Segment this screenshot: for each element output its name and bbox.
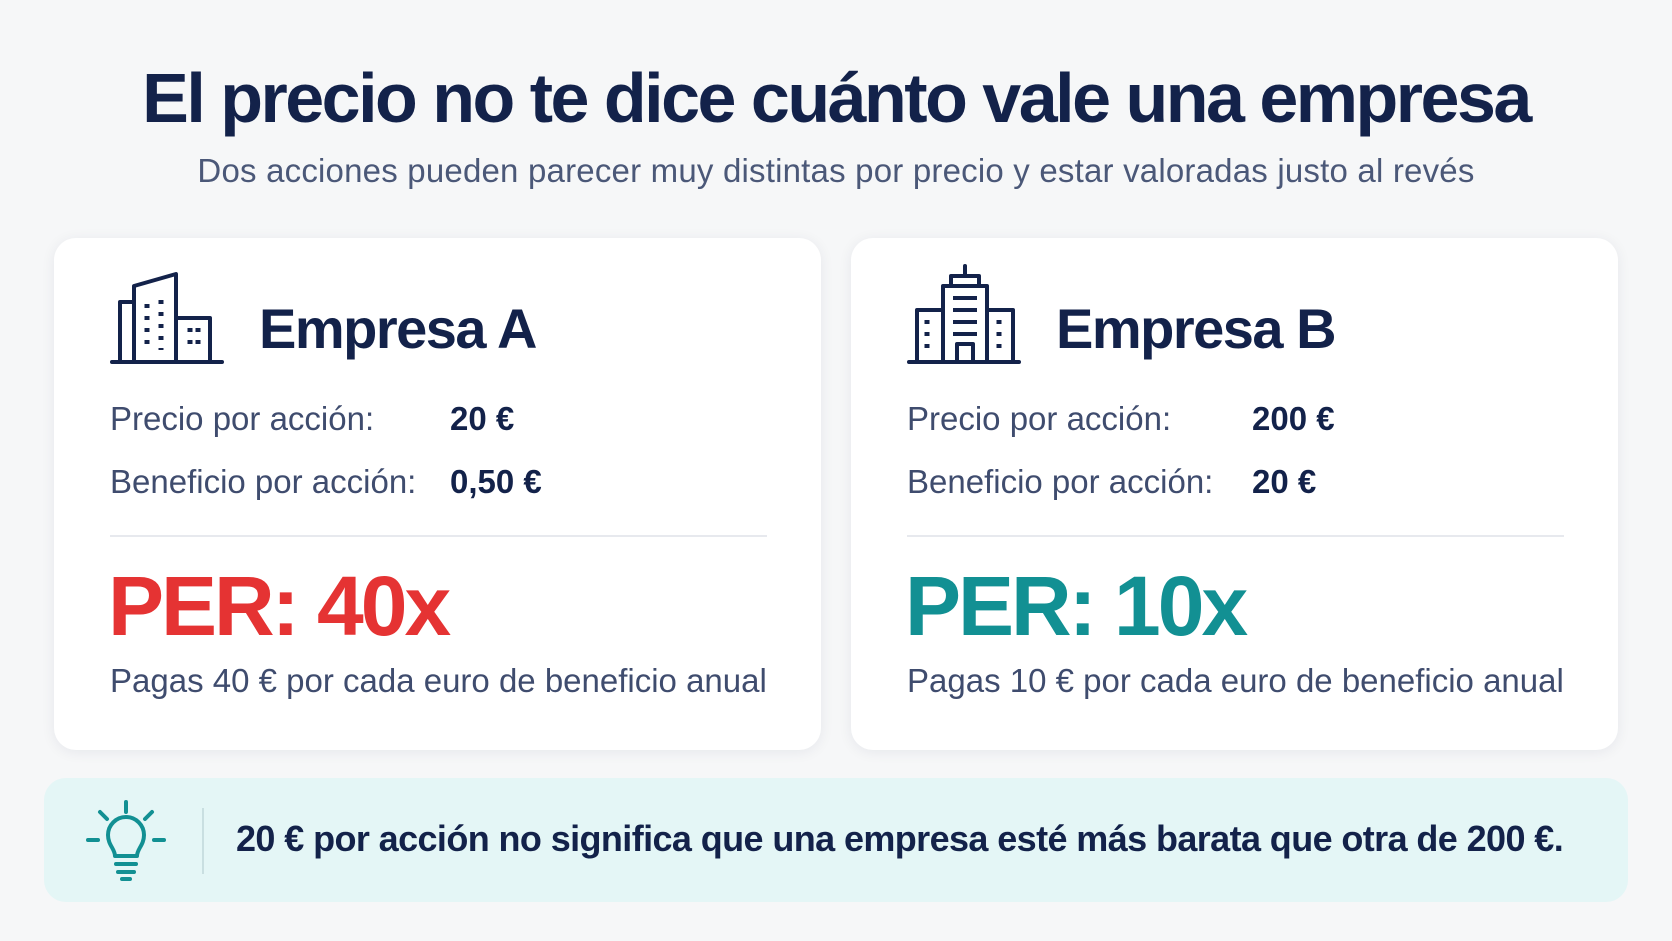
eps-label: Beneficio por acción: (907, 463, 1214, 500)
company-name: Empresa B (1056, 297, 1337, 360)
price-value: 200 € (1252, 400, 1335, 437)
eps-row: Beneficio por acción: 20 € (907, 463, 1316, 501)
price-value: 20 € (450, 400, 515, 437)
eps-label: Beneficio por acción: (110, 463, 417, 500)
price-label: Precio por acción: (110, 400, 375, 437)
price-row: Precio por acción: 200 € (907, 400, 1335, 438)
company-card-a: Empresa A Precio por acción: 20 € Benefi… (54, 238, 821, 750)
office-building-icon (110, 264, 224, 366)
price-row: Precio por acción: 20 € (110, 400, 514, 438)
page-title: El precio no te dice cuánto vale una emp… (142, 59, 1532, 137)
eps-value: 20 € (1252, 463, 1317, 500)
lightbulb-icon (84, 798, 168, 882)
per-note: Pagas 10 € por cada euro de beneficio an… (907, 662, 1564, 699)
price-label: Precio por acción: (907, 400, 1172, 437)
tip-banner: 20 € por acción no significa que una emp… (44, 778, 1628, 902)
per-note: Pagas 40 € por cada euro de beneficio an… (110, 662, 767, 699)
tip-text: 20 € por acción no significa que una emp… (236, 818, 1564, 859)
card-divider (907, 535, 1564, 537)
per-value: PER: 10x (905, 559, 1248, 653)
eps-row: Beneficio por acción: 0,50 € (110, 463, 542, 501)
company-name: Empresa A (259, 297, 538, 360)
tower-building-icon (907, 264, 1021, 366)
per-value: PER: 40x (108, 559, 451, 653)
company-card-b: Empresa B Precio por acción: 200 € Benef… (851, 238, 1618, 750)
eps-value: 0,50 € (450, 463, 542, 500)
card-divider (110, 535, 767, 537)
page-subtitle: Dos acciones pueden parecer muy distinta… (197, 152, 1475, 189)
tip-divider (202, 808, 204, 874)
